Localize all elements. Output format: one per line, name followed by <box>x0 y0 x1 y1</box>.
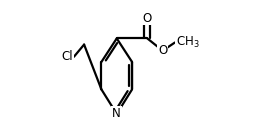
Text: CH$_3$: CH$_3$ <box>176 35 200 50</box>
Text: O: O <box>158 44 167 57</box>
Text: O: O <box>143 12 152 25</box>
Text: N: N <box>112 107 121 120</box>
Text: Cl: Cl <box>61 50 73 63</box>
